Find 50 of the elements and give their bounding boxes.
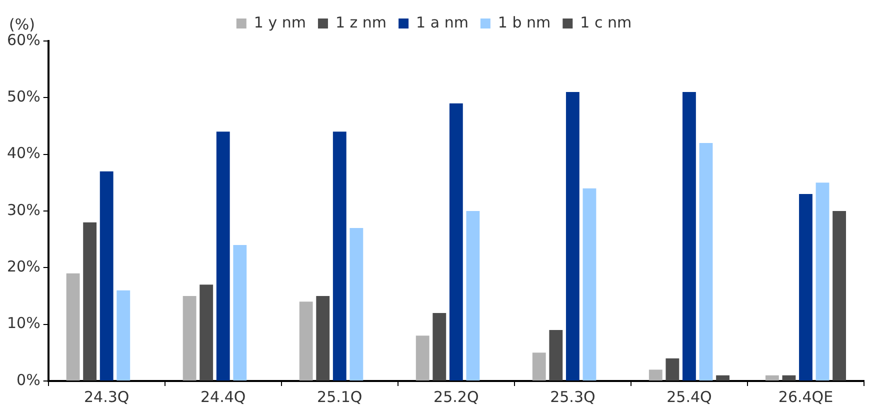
y-tick-label: 0% <box>16 370 40 389</box>
legend-label: 1 b nm <box>498 13 551 32</box>
bar <box>299 302 313 380</box>
bar <box>716 375 730 380</box>
bar <box>782 375 796 380</box>
bar <box>66 273 80 380</box>
x-tick-label: 25.1Q <box>317 388 362 406</box>
legend-label: 1 y nm <box>254 13 306 32</box>
bar <box>332 132 346 380</box>
x-tick-label: 26.4QE <box>778 388 834 406</box>
bar <box>233 245 247 380</box>
y-axis-title: (%) <box>9 15 35 34</box>
x-tick-label: 25.4Q <box>666 388 712 406</box>
bar <box>816 182 830 380</box>
x-tick-label: 24.4Q <box>200 388 246 406</box>
bar <box>699 143 713 380</box>
bar <box>682 92 696 380</box>
bar <box>532 352 546 380</box>
bar <box>200 284 214 380</box>
y-tick-label: 10% <box>6 314 40 332</box>
legend-label: 1 z nm <box>335 13 387 32</box>
bar <box>432 313 446 380</box>
bar <box>350 228 364 380</box>
bar <box>666 358 680 380</box>
x-tick-label: 25.2Q <box>434 388 479 406</box>
y-tick-label: 30% <box>6 200 40 219</box>
bar <box>216 132 230 380</box>
y-tick-label: 60% <box>6 30 40 49</box>
bar <box>799 194 812 380</box>
bar <box>182 296 196 380</box>
bar <box>832 211 846 380</box>
bar <box>316 296 330 380</box>
x-tick-label: 24.3Q <box>84 388 130 406</box>
bar <box>582 188 596 380</box>
legend-label: 1 a nm <box>416 13 468 32</box>
bar <box>83 222 97 380</box>
legend-label: 1 c nm <box>580 13 632 32</box>
bar <box>549 330 563 380</box>
x-tick-label: 25.3Q <box>550 388 596 406</box>
bar <box>416 336 430 380</box>
y-tick-label: 20% <box>6 258 40 276</box>
bar <box>466 211 480 380</box>
y-tick-label: 40% <box>6 144 40 162</box>
bar <box>449 103 463 380</box>
bar <box>765 375 779 380</box>
y-tick-label: 50% <box>6 88 40 106</box>
bar <box>648 370 662 380</box>
bar <box>116 290 130 380</box>
bar <box>566 92 580 380</box>
bar <box>100 171 114 380</box>
